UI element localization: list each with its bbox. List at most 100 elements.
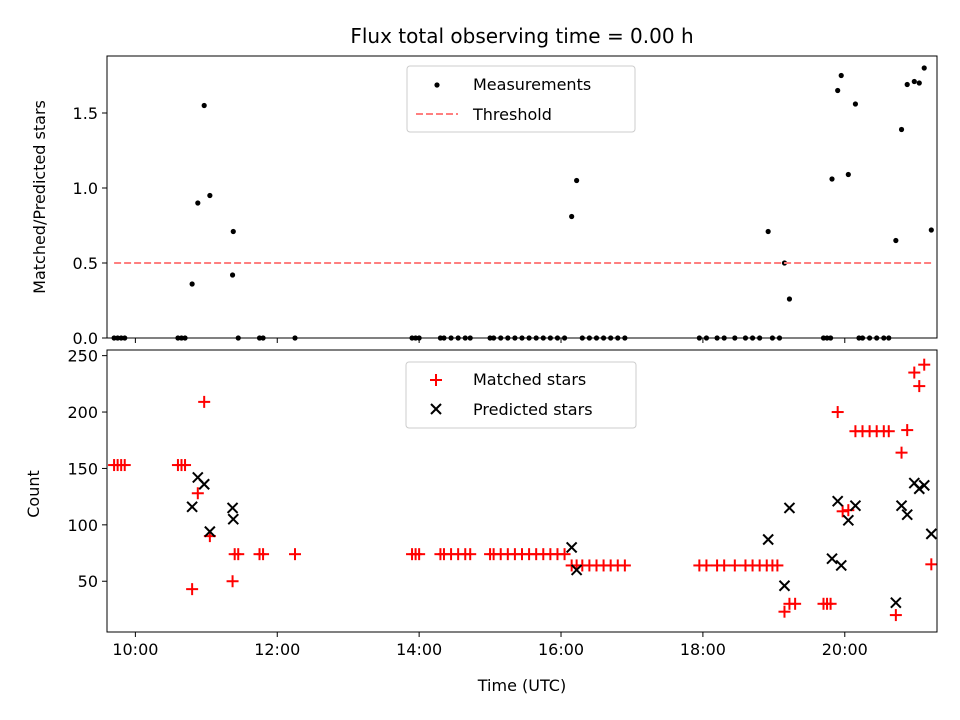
measurements-point (898, 126, 905, 133)
bottom-y-tick-label: 200 (67, 403, 98, 422)
predicted-stars-point (783, 502, 796, 514)
measurements-point (911, 78, 917, 85)
matched-stars-point (118, 459, 131, 472)
predicted-stars-point (227, 513, 239, 525)
matched-stars-point (232, 548, 245, 561)
figure-title: Flux total observing time = 0.00 h (350, 24, 693, 48)
measurements-point (928, 227, 934, 233)
matched-stars-point (288, 548, 301, 561)
predicted-stars-point (186, 501, 198, 513)
predicted-stars-point (925, 528, 938, 540)
predicted-stars-point (762, 533, 774, 546)
measurements-point (230, 228, 236, 235)
matched-stars-point (901, 424, 914, 437)
predicted-stars-point (890, 596, 902, 609)
matched-stars-point (558, 548, 571, 561)
predicted-stars-point (831, 495, 844, 507)
predicted-stars-point (901, 508, 913, 521)
matched-stars-point (226, 575, 239, 588)
predicted-stars-point (835, 559, 847, 572)
predicted-stars-point (570, 564, 583, 576)
measurements-point (569, 213, 575, 220)
measurements-point (893, 237, 899, 244)
predicted-stars-point (198, 478, 210, 490)
top-y-tick-label: 1.5 (73, 104, 98, 123)
matched-stars-point (889, 609, 902, 622)
bottom-x-tick-label: 12:00 (254, 640, 300, 659)
matched-stars-point (778, 605, 791, 618)
matched-stars-point (895, 446, 908, 459)
bottom-axes-frame (106, 349, 938, 633)
matched-stars-point (882, 425, 895, 438)
matched-stars-point (836, 505, 849, 518)
top-y-tick-label: 0.0 (73, 329, 98, 348)
legend-predicted-label: Predicted stars (473, 400, 593, 419)
predicted-stars-point (895, 499, 908, 512)
bottom-y-tick-label: 150 (67, 459, 98, 478)
matched-stars-point (824, 597, 837, 610)
matched-stars-point (789, 597, 802, 610)
measurements-point (195, 200, 201, 206)
legend-measurements-marker (434, 82, 440, 88)
matched-stars-point (728, 559, 741, 572)
legend-measurements-label: Measurements (473, 75, 591, 94)
bottom-x-tick-label: 20:00 (822, 640, 868, 659)
predicted-stars-point (826, 552, 838, 565)
bottom-x-ticks: 10:00 12:00 14:00 16:00 18:00 20:00 (112, 632, 868, 659)
legend-threshold-label: Threshold (472, 105, 552, 124)
legend-predicted-marker (430, 403, 442, 415)
measurements-point (916, 80, 922, 86)
matched-stars-point (464, 548, 477, 561)
bottom-x-axis-label: Time (UTC) (477, 676, 566, 695)
legend-matched-marker (430, 374, 442, 386)
top-x-ticks (134, 338, 846, 343)
matched-stars-point (771, 559, 784, 572)
matched-stars-point (718, 559, 731, 572)
predicted-stars-point (204, 525, 216, 538)
predicted-stars-point (913, 483, 925, 495)
predicted-stars-point (842, 514, 855, 527)
matched-stars-point (198, 395, 211, 408)
top-chart-panel: 0.0 0.5 1.0 1.5 Matched/Predicted stars Mea… (30, 55, 938, 348)
bottom-y-tick-label: 250 (67, 347, 98, 366)
top-y-ticks: 0.0 0.5 1.0 1.5 (73, 104, 107, 348)
measurements-point (207, 192, 213, 199)
matched-stars-point (413, 548, 426, 561)
matched-stars-point (842, 504, 855, 517)
bottom-y-axis-label: Count (24, 470, 43, 518)
bottom-x-tick-label: 18:00 (680, 640, 726, 659)
measurements-point (201, 102, 207, 109)
measurements-point (835, 87, 841, 94)
top-y-axis-label: Matched/Predicted stars (30, 100, 49, 294)
bottom-y-tick-label: 100 (67, 516, 98, 535)
bottom-chart-panel: 10:00 12:00 14:00 16:00 18:00 20:00 50 100 150 2… (24, 347, 938, 695)
matched-stars-point (913, 380, 926, 393)
top-y-tick-label: 0.5 (73, 254, 98, 273)
predicted-stars-point (226, 502, 239, 514)
matched-stars-point (918, 358, 931, 371)
predicted-stars-point (849, 499, 862, 512)
measurements-point (921, 65, 927, 71)
matched-stars-point (191, 487, 204, 500)
top-axes-frame (106, 55, 938, 339)
predicted-stars-point (778, 580, 791, 592)
bottom-y-tick-label: 50 (78, 572, 98, 591)
measurements-point (845, 171, 851, 178)
matched-stars-point (257, 548, 270, 561)
measurements-point (904, 81, 910, 88)
measurements-point (189, 281, 195, 287)
measurements-point (838, 72, 844, 79)
bottom-plot-area (108, 358, 938, 622)
legend-matched-label: Matched stars (473, 370, 586, 389)
bottom-x-tick-label: 10:00 (112, 640, 158, 659)
matched-stars-point (831, 406, 844, 419)
top-legend: Measurements Threshold (406, 65, 636, 133)
measurements-point (829, 176, 835, 182)
matched-stars-point (618, 559, 631, 572)
measurements-point (786, 296, 793, 302)
matched-stars-point (925, 558, 938, 571)
measurements-point (765, 228, 771, 235)
bottom-x-tick-label: 16:00 (538, 640, 584, 659)
measurements-point (852, 101, 859, 107)
